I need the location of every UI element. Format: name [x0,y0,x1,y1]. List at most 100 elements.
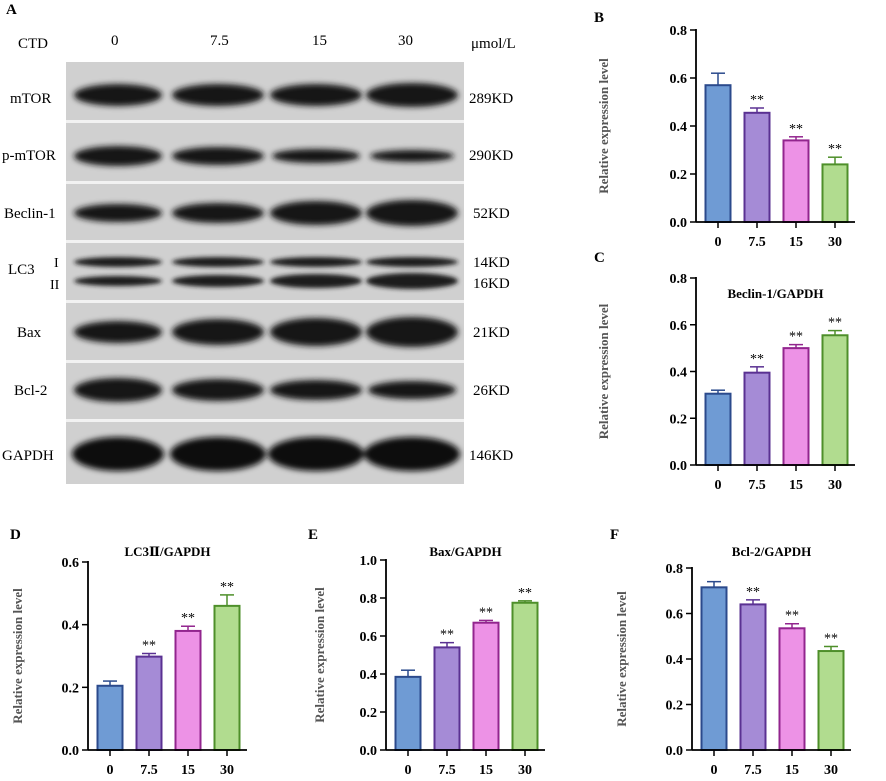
chart-f-ytick-0: 0.0 [666,744,684,759]
chart-f-bar-0 [700,586,728,752]
chart-d-xtick-3: 30 [220,763,234,778]
panel-f-letter: F [610,527,619,543]
chart-c-xtick-1: 7.5 [748,478,766,493]
western-blot-image [66,62,464,484]
chart-c-bar-3 [821,334,849,466]
kd-label-mtor: 289KD [469,91,514,107]
chart-e-ytick-0: 0.0 [360,744,378,759]
blot-row-lc3 [74,257,458,289]
chart-b-ytick-1: 0.2 [670,168,688,183]
chart-f-sig-3: ** [824,631,838,646]
lc3-band-ii-label: II [50,278,60,293]
chart-e-ytick-5: 1.0 [360,554,378,569]
protein-label-bax: Bax [17,325,42,341]
chart-e-xtick-1: 7.5 [438,763,456,778]
chart-d-bar-3 [213,604,241,751]
protein-label-mtor: mTOR [10,91,52,107]
chart-f-bar-2 [778,627,806,751]
kd-label-lc3-ii: 16KD [473,276,510,292]
chart-d-ytick-3: 0.6 [62,556,80,571]
protein-label-bcl-2: Bcl-2 [14,383,48,399]
chart-b-bar-2 [782,139,810,223]
chart-b-sig-1: ** [750,93,764,108]
chart-b-xtick-0: 0 [715,235,722,250]
kd-label-bcl-2: 26KD [473,383,510,399]
blot-row-bax [74,317,458,347]
blot-row-beclin-1 [74,200,458,226]
chart-e-bar-3 [511,601,539,751]
chart-d-xtick-1: 7.5 [140,763,158,778]
chart-f-xtick-0: 0 [711,763,718,778]
lc3-band-i-label: I [54,256,59,271]
chart-c-ytick-0: 0.0 [670,459,688,474]
dose-label-30: 30 [398,33,413,49]
chart-e-xtick-2: 15 [479,763,493,778]
chart-b-sig-3: ** [828,142,842,157]
blot-row-p-mtor [74,146,454,166]
panel-d-letter: D [10,527,21,543]
chart-b-ytick-4: 0.8 [670,24,688,39]
chart-e-ylabel: Relative expression level [312,587,327,723]
chart-f-bar-3 [817,650,845,752]
chart-b-ytick-2: 0.4 [670,120,688,135]
chart-d: D LC3Ⅱ/GAPDH Relative expression level 0 ** 7… [10,527,247,778]
chart-f-ytick-1: 0.2 [666,699,684,714]
chart-c-bar-0 [704,392,732,466]
chart-e-ytick-1: 0.2 [360,706,378,721]
chart-f-ytick-4: 0.8 [666,562,684,577]
blot-row-bcl-2 [74,378,456,402]
chart-d-ytick-0: 0.0 [62,744,80,759]
chart-b-ylabel: Relative expression level [596,58,611,194]
unit-label: μmol/L [471,36,516,52]
protein-label-p-mtor: p-mTOR [2,148,56,164]
chart-d-sig-3: ** [220,580,234,595]
chart-f-xtick-2: 15 [785,763,799,778]
kd-label-bax: 21KD [473,325,510,341]
chart-d-sig-2: ** [181,611,195,626]
chart-e-bar-2 [472,621,500,751]
chart-c-ytick-3: 0.6 [670,319,688,334]
chart-d-bar-0 [96,684,124,751]
chart-b-bar-1 [743,111,771,223]
panel-a-letter: A [6,2,17,18]
protein-label-gapdh: GAPDH [2,448,54,464]
protein-label-beclin-1: Beclin-1 [4,206,56,222]
chart-e-sig-2: ** [479,605,493,620]
panel-c-letter: C [594,250,605,266]
chart-f-ylabel: Relative expression level [614,591,629,727]
chart-b-sig-2: ** [789,122,803,137]
chart-f-xtick-3: 30 [824,763,838,778]
blot-row-mtor [74,83,458,107]
chart-c-title: Beclin-1/GAPDH [727,286,823,301]
chart-e-ytick-2: 0.4 [360,668,378,683]
chart-c-sig-3: ** [828,316,842,331]
chart-e-bar-1 [433,646,461,751]
chart-f-sig-1: ** [746,585,760,600]
dose-label-15: 15 [312,33,327,49]
chart-d-title: LC3Ⅱ/GAPDH [124,544,210,559]
chart-b-xtick-2: 15 [789,235,803,250]
chart-c-sig-2: ** [789,330,803,345]
chart-d-xtick-0: 0 [107,763,114,778]
chart-c-bar-1 [743,371,771,466]
panel-b-letter: B [594,10,604,26]
chart-f-ytick-2: 0.4 [666,653,684,668]
chart-b-xtick-1: 7.5 [748,235,766,250]
kd-label-p-mtor: 290KD [469,148,514,164]
chart-d-bar-2 [174,629,202,751]
chart-e-title: Bax/GAPDH [429,544,501,559]
chart-b-xtick-3: 30 [828,235,842,250]
chart-f-title: Bcl-2/GAPDH [732,544,811,559]
kd-label-gapdh: 146KD [469,448,514,464]
chart-c-ylabel: Relative expression level [596,303,611,439]
chart-e-bar-0 [394,675,422,752]
chart-d-bar-1 [135,655,163,751]
chart-b-bar-3 [821,163,849,223]
dose-label-7-5: 7.5 [210,33,229,49]
chart-b-ytick-0: 0.0 [670,216,688,231]
chart-b-ytick-3: 0.6 [670,72,688,87]
chart-f-xtick-1: 7.5 [744,763,762,778]
chart-c-xtick-2: 15 [789,478,803,493]
kd-label-beclin-1: 52KD [473,206,510,222]
chart-e-ytick-4: 0.8 [360,592,378,607]
